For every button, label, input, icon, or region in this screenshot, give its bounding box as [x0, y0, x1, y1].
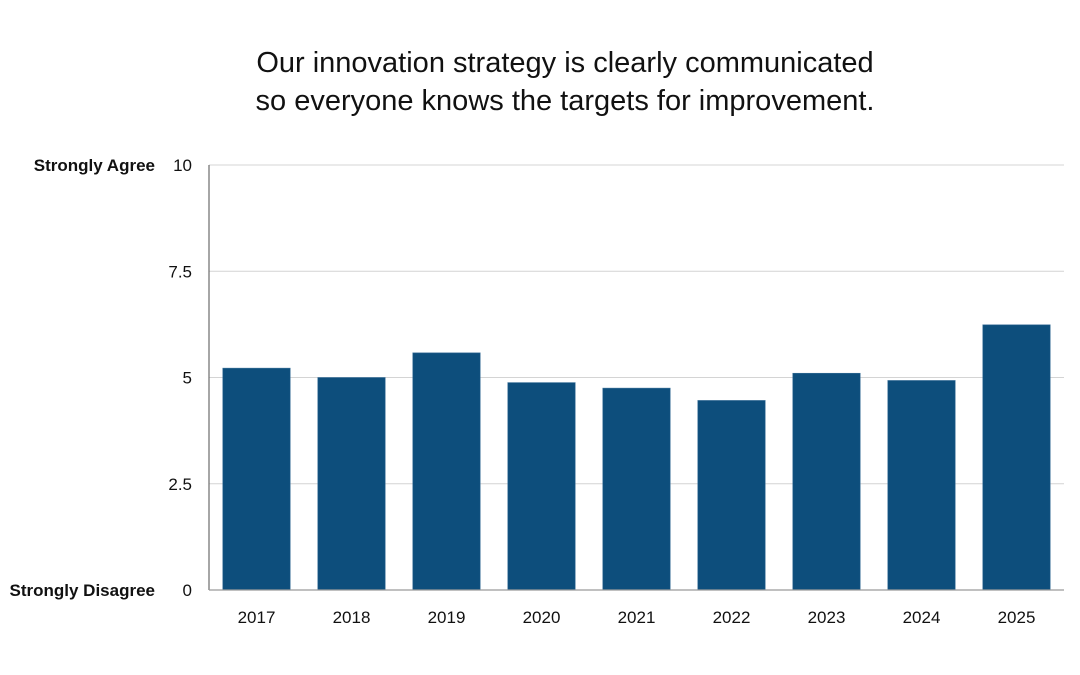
x-tick-label: 2020 [523, 608, 561, 627]
x-tick-label: 2025 [998, 608, 1036, 627]
chart-title: Our innovation strategy is clearly commu… [0, 44, 1080, 120]
bar [792, 372, 861, 591]
x-tick-label: 2021 [618, 608, 656, 627]
x-tick-label: 2024 [903, 608, 941, 627]
x-tick-label: 2019 [428, 608, 466, 627]
y-tick-label: 5 [183, 369, 192, 388]
x-tick-label: 2017 [238, 608, 276, 627]
bar [982, 324, 1051, 591]
y-tick-label: 2.5 [168, 475, 192, 494]
bar [317, 377, 386, 591]
x-tick-label: 2023 [808, 608, 846, 627]
chart-title-line-1: Our innovation strategy is clearly commu… [256, 47, 874, 79]
bar [602, 387, 671, 591]
y-axis-annotation: Strongly Disagree [10, 581, 156, 600]
x-tick-label: 2022 [713, 608, 751, 627]
bar [507, 382, 576, 591]
x-tick-label: 2018 [333, 608, 371, 627]
y-tick-label: 7.5 [168, 262, 192, 281]
bar [412, 352, 481, 591]
bar [697, 400, 766, 591]
bar [222, 367, 291, 591]
y-tick-label: 0 [183, 581, 192, 600]
chart-title-line-2: so everyone knows the targets for improv… [255, 85, 875, 117]
y-tick-label: 10 [173, 156, 192, 175]
y-axis-annotation: Strongly Agree [34, 156, 155, 175]
bar [887, 380, 956, 591]
